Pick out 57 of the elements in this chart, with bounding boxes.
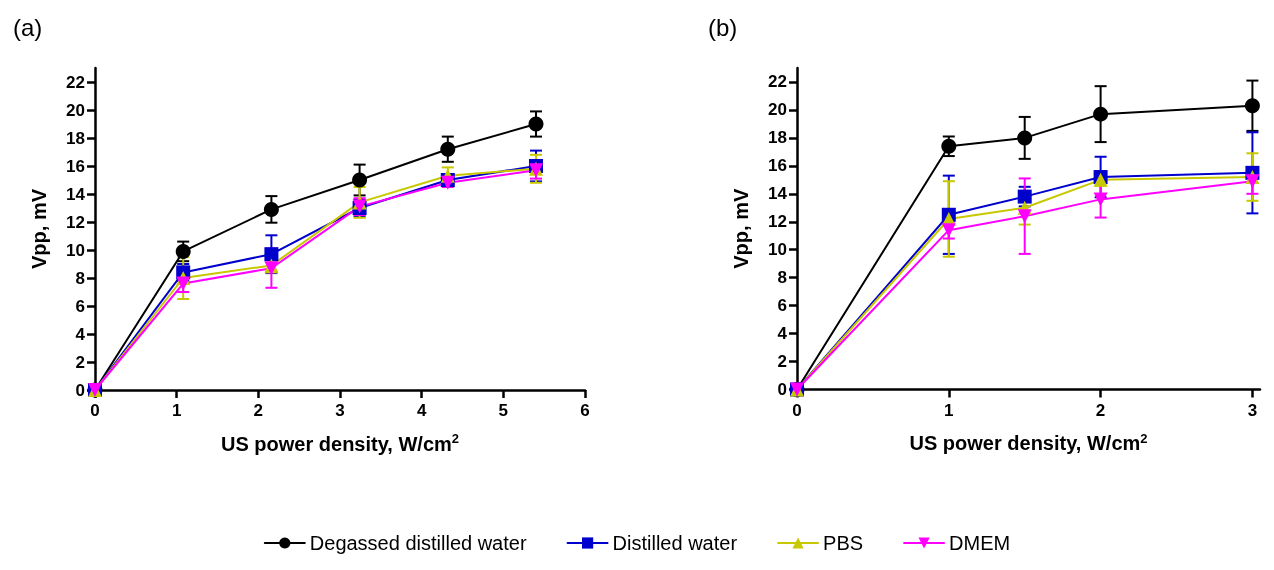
y-tick-label: 14 xyxy=(768,184,788,204)
legend-label: DMEM xyxy=(949,532,1011,554)
point xyxy=(1244,98,1260,114)
point xyxy=(1093,106,1109,122)
y-tick-label: 20 xyxy=(768,100,787,120)
x-tick-label: 3 xyxy=(1247,400,1258,420)
point xyxy=(1017,130,1033,146)
x-tick-label: 6 xyxy=(580,401,590,420)
point xyxy=(263,201,279,217)
y-tick-label: 10 xyxy=(66,240,85,260)
y-tick-label: 2 xyxy=(75,352,85,372)
y-tick-label: 14 xyxy=(66,184,86,204)
y-tick-label: 22 xyxy=(66,72,85,92)
x-tick-label: 5 xyxy=(498,401,509,420)
point xyxy=(1017,209,1032,224)
y-tick-label: 2 xyxy=(777,352,787,372)
x-tick-label: 1 xyxy=(171,401,182,420)
x-tick-label: 1 xyxy=(944,400,954,420)
x-tick-label: 0 xyxy=(90,401,100,420)
x-tick-label: 4 xyxy=(416,401,427,420)
y-tick-label: 0 xyxy=(777,380,787,399)
x-tick-label: 2 xyxy=(253,401,264,420)
y-tick-label: 12 xyxy=(66,212,85,232)
point xyxy=(352,172,368,188)
y-tick-label: 18 xyxy=(66,128,85,148)
x-tick-label: 3 xyxy=(335,401,345,420)
point xyxy=(1017,189,1032,204)
y-tick-label: 16 xyxy=(66,156,85,176)
y-axis-title: Vpp, mV xyxy=(730,188,752,269)
y-tick-label: 4 xyxy=(777,324,788,344)
point xyxy=(1245,174,1260,189)
point xyxy=(941,138,957,154)
y-tick-label: 6 xyxy=(777,296,787,316)
y-tick-label: 18 xyxy=(768,128,787,148)
y-tick-label: 8 xyxy=(75,268,85,288)
point xyxy=(528,116,544,132)
y-tick-label: 0 xyxy=(75,380,85,400)
legend-label: PBS xyxy=(823,532,864,554)
chart-title: (b) xyxy=(708,13,738,41)
legend-label: Distilled water xyxy=(612,532,738,554)
point xyxy=(264,247,279,262)
point xyxy=(1093,192,1108,207)
y-tick-label: 20 xyxy=(66,100,85,120)
y-tick-label: 12 xyxy=(768,212,787,232)
y-tick-label: 16 xyxy=(768,156,787,176)
chart-title: (a) xyxy=(13,13,43,41)
x-tick-label: 2 xyxy=(1095,400,1106,420)
y-tick-label: 4 xyxy=(75,324,86,344)
x-tick-label: 0 xyxy=(792,400,802,420)
y-tick-label: 8 xyxy=(777,268,787,288)
y-axis-title: Vpp, mV xyxy=(28,188,50,270)
point xyxy=(175,243,191,259)
y-tick-label: 6 xyxy=(75,296,85,316)
point xyxy=(440,141,456,157)
y-tick-label: 22 xyxy=(768,72,787,92)
legend-label: Degassed distilled water xyxy=(309,532,527,554)
y-tick-label: 10 xyxy=(768,240,787,260)
